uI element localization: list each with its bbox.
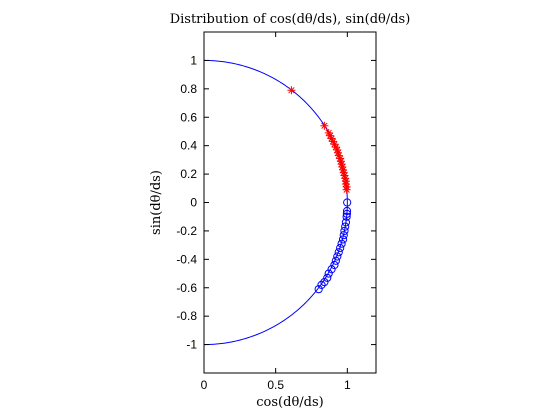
x-tick-label: 0 [201,378,208,392]
y-axis-label: sin(dθ/ds) [149,170,164,235]
data-point-circle [327,265,336,274]
data-point-circle [330,260,339,270]
plot-area [203,31,377,374]
data-point-asterisk [287,86,296,95]
data-point-circle [341,218,350,227]
x-tick-label: 1 [344,378,351,392]
data-point-circle [323,273,332,282]
axis-ticks-layer: 0 0.5 1 -1 -0.8 -0.6 -0.4 -0.2 0 0.2 0.4 0.6 0.8 1 [176,32,376,392]
data-point-circle [336,243,345,253]
y-tick-label: 0.6 [180,110,197,124]
data-point-circle [333,252,342,261]
chart-title: Distribution of cos(dθ/ds), sin(dθ/ds) [170,12,411,27]
y-tick-label: 1 [190,53,197,67]
data-point-circle [314,285,323,294]
data-point-circle [317,280,326,290]
data-point-circle [338,235,348,244]
unit-circle-line [203,59,348,346]
data-point-circle [343,198,352,207]
data-point-circle [340,226,349,236]
y-tick-label: -0.8 [176,309,197,323]
x-tick-label: 0.5 [267,378,284,392]
data-point-circle [324,269,333,278]
y-tick-label: 0.2 [180,167,197,181]
y-tick-label: 0 [190,196,197,210]
data-point-asterisk [342,185,351,194]
y-tick-label: -0.6 [176,281,197,295]
data-point-circle [341,222,350,231]
data-point-circle [339,231,348,240]
unit-circle-layer [203,59,348,346]
data-point-circle [331,256,340,265]
data-point-circle [342,212,351,221]
x-axis-label: cos(dθ/ds) [256,395,323,410]
data-points-layer [287,86,352,294]
y-tick-label: 0.4 [180,139,197,153]
data-point-circle [342,209,352,218]
data-point-circle [342,206,352,216]
data-point-circle [337,239,346,248]
y-tick-label: -0.4 [176,252,197,266]
data-point-circle [320,277,329,287]
y-tick-label: -0.2 [176,224,197,238]
data-point-circle [334,248,343,257]
y-tick-label: 0.8 [180,82,197,96]
data-point-asterisk [320,121,329,130]
y-tick-label: -1 [186,338,197,352]
